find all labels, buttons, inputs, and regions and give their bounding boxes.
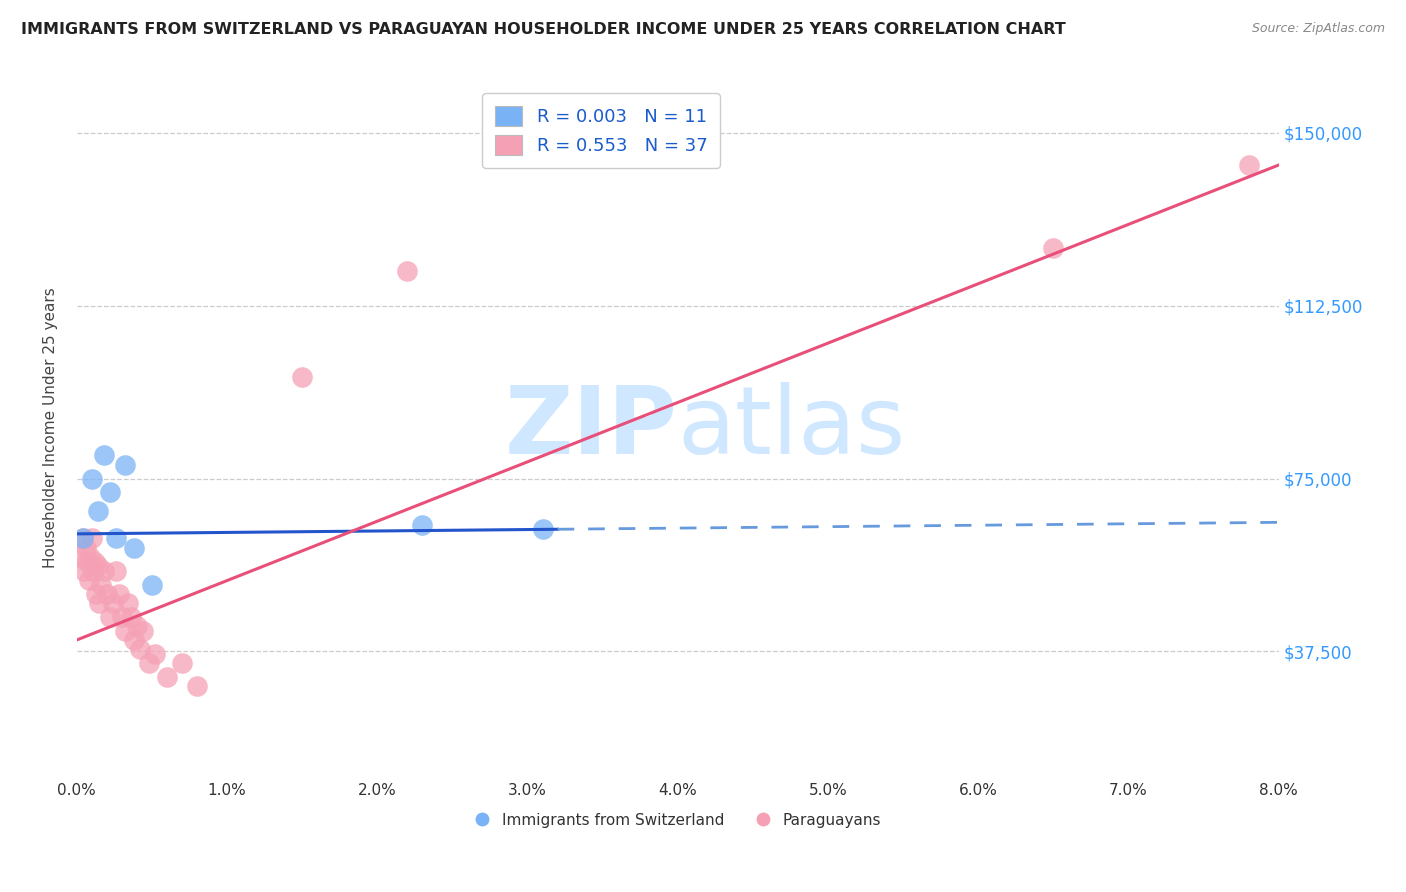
Point xyxy=(114,624,136,638)
Point xyxy=(396,264,419,278)
Point xyxy=(96,587,118,601)
Point xyxy=(75,541,97,555)
Point xyxy=(531,522,554,536)
Point xyxy=(98,610,121,624)
Point xyxy=(132,624,155,638)
Point xyxy=(87,504,110,518)
Point xyxy=(114,458,136,472)
Text: Source: ZipAtlas.com: Source: ZipAtlas.com xyxy=(1251,22,1385,36)
Point xyxy=(86,587,108,601)
Point xyxy=(89,596,111,610)
Point xyxy=(93,449,115,463)
Point xyxy=(87,559,110,574)
Point xyxy=(1237,158,1260,172)
Text: atlas: atlas xyxy=(678,382,905,474)
Point xyxy=(108,587,131,601)
Point xyxy=(93,564,115,578)
Point xyxy=(76,555,98,569)
Point xyxy=(129,642,152,657)
Point xyxy=(411,517,433,532)
Point xyxy=(73,564,96,578)
Y-axis label: Householder Income Under 25 years: Householder Income Under 25 years xyxy=(44,287,58,568)
Point xyxy=(1042,241,1064,255)
Point xyxy=(77,573,100,587)
Point xyxy=(82,564,104,578)
Point xyxy=(156,670,179,684)
Point xyxy=(125,619,148,633)
Point xyxy=(80,471,103,485)
Point xyxy=(138,656,160,670)
Point xyxy=(69,549,91,564)
Point xyxy=(104,532,127,546)
Point xyxy=(104,564,127,578)
Text: ZIP: ZIP xyxy=(505,382,678,474)
Legend: Immigrants from Switzerland, Paraguayans: Immigrants from Switzerland, Paraguayans xyxy=(468,806,887,834)
Point xyxy=(72,532,94,546)
Point xyxy=(90,577,112,591)
Point xyxy=(117,596,139,610)
Point xyxy=(79,549,101,564)
Point xyxy=(83,555,105,569)
Point xyxy=(141,577,163,591)
Point xyxy=(120,610,142,624)
Point xyxy=(122,632,145,647)
Point xyxy=(170,656,193,670)
Point xyxy=(122,541,145,555)
Point xyxy=(143,647,166,661)
Point xyxy=(101,596,124,610)
Point xyxy=(291,370,314,384)
Point xyxy=(111,610,134,624)
Point xyxy=(80,532,103,546)
Point xyxy=(186,679,208,693)
Text: IMMIGRANTS FROM SWITZERLAND VS PARAGUAYAN HOUSEHOLDER INCOME UNDER 25 YEARS CORR: IMMIGRANTS FROM SWITZERLAND VS PARAGUAYA… xyxy=(21,22,1066,37)
Point xyxy=(72,532,94,546)
Point xyxy=(98,485,121,500)
